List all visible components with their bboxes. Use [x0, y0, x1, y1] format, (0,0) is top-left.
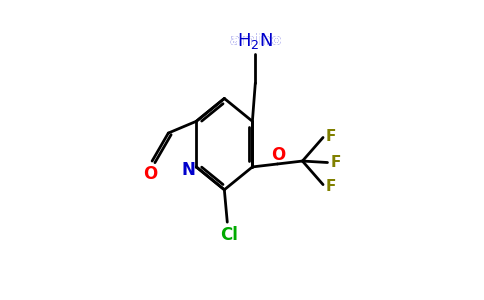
- Text: F: F: [331, 155, 342, 170]
- Text: F: F: [326, 128, 336, 143]
- Text: amino: amino: [229, 33, 282, 48]
- Text: $\mathrm{H_2N}$: $\mathrm{H_2N}$: [237, 31, 273, 51]
- Text: O: O: [143, 165, 157, 183]
- Text: N: N: [182, 161, 196, 179]
- Text: Cl: Cl: [220, 226, 238, 244]
- Text: F: F: [326, 178, 336, 194]
- Text: O: O: [271, 146, 286, 164]
- Text: amino: amino: [229, 33, 282, 48]
